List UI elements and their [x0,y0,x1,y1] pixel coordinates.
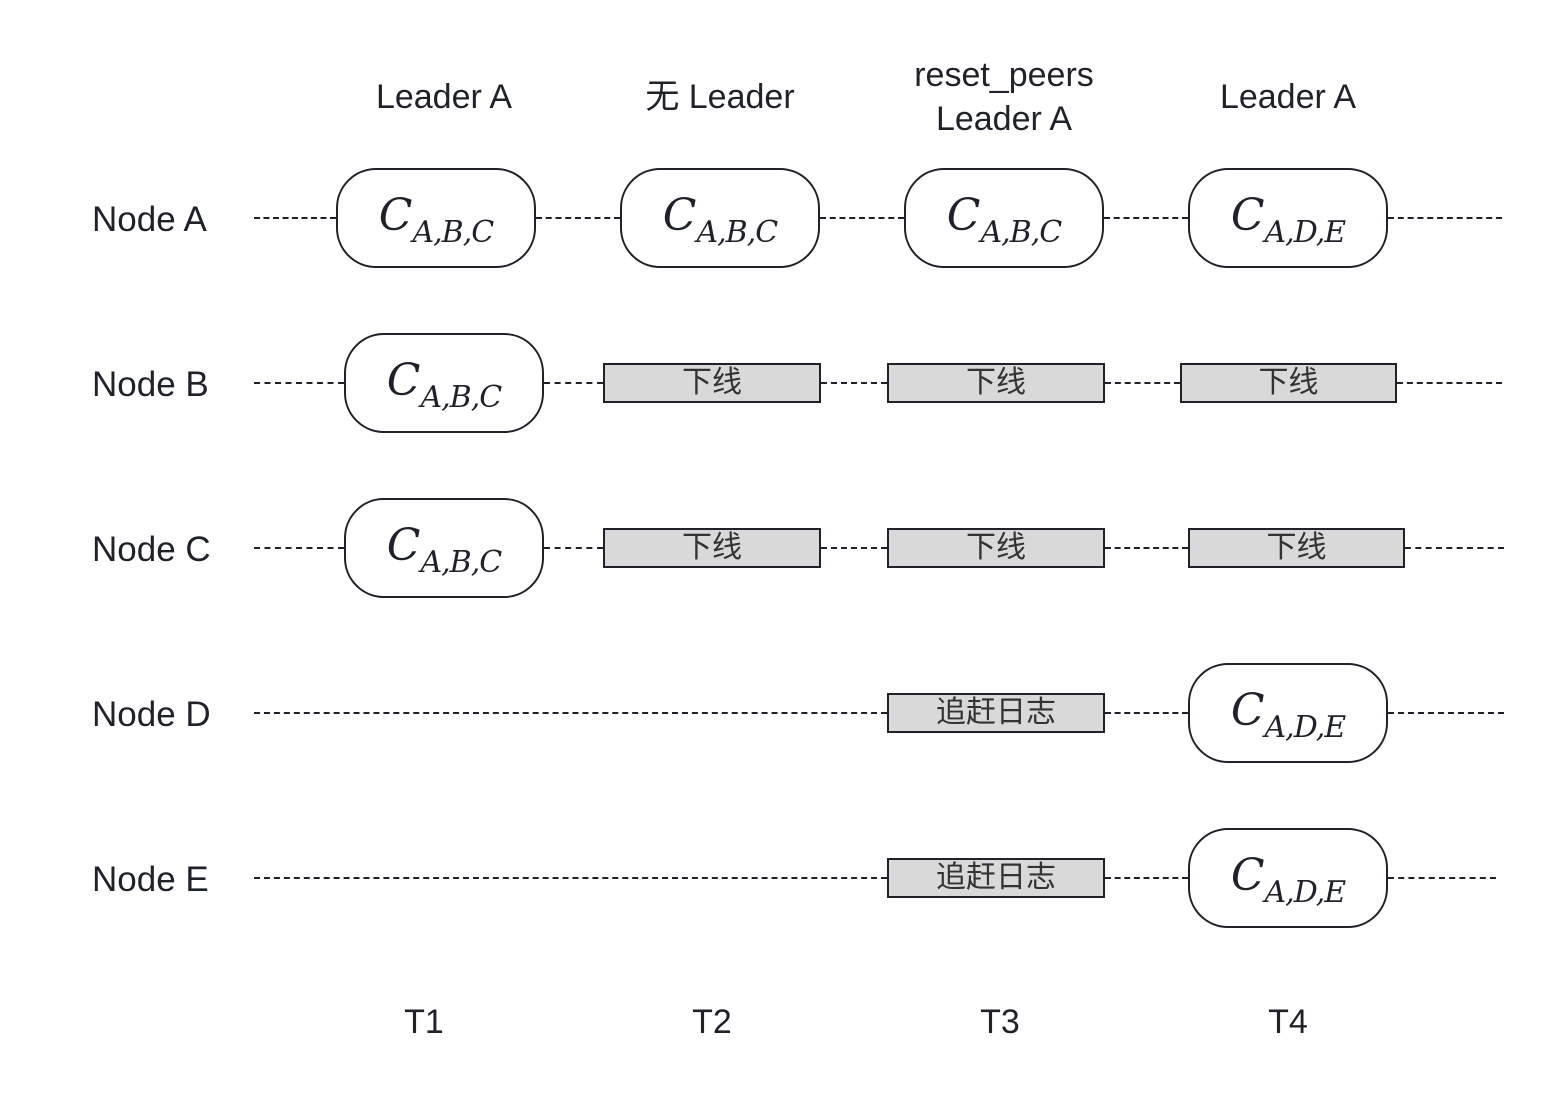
offline-state: 下线 [1188,528,1405,568]
timeline-line [1388,712,1504,714]
timeline-line [254,712,887,714]
timeline-line [1388,877,1496,879]
header-t4: Leader A [1219,78,1357,116]
time-label-t4: T4 [1268,1003,1308,1041]
timeline-line [536,217,620,219]
node-b-label: Node B [92,365,209,404]
time-label-t1: T1 [404,1003,444,1041]
timeline-line [1405,547,1504,549]
offline-state: 下线 [1180,363,1397,403]
timeline-line [1105,877,1188,879]
node-e-label: Node E [92,860,209,899]
config-box-new: CA,D,E [1188,168,1388,268]
offline-state: 下线 [603,363,821,403]
timeline-line [1105,382,1180,384]
time-label-t2: T2 [692,1003,732,1041]
config-box-new: CA,D,E [1188,663,1388,763]
time-label-t3: T3 [980,1003,1020,1041]
catchup-state: 追赶日志 [887,858,1105,898]
header-t2: 无 Leader [645,78,795,116]
config-box-old: CA,B,C [904,168,1104,268]
config-box-old: CA,B,C [336,168,536,268]
timeline-line [1388,217,1502,219]
catchup-state: 追赶日志 [887,693,1105,733]
config-box-old: CA,B,C [344,498,544,598]
offline-state: 下线 [887,528,1105,568]
timeline-line [1104,217,1188,219]
config-box-new: CA,D,E [1188,828,1388,928]
timeline-line [544,382,603,384]
timeline-line [1105,547,1188,549]
offline-state: 下线 [603,528,821,568]
config-box-old: CA,B,C [344,333,544,433]
config-box-old: CA,B,C [620,168,820,268]
timeline-line [821,382,887,384]
timeline-line [1397,382,1502,384]
header-t1: Leader A [375,78,513,116]
node-d-label: Node D [92,695,211,734]
timeline-line [544,547,603,549]
header-t3: reset_peers Leader A [914,56,1094,138]
timeline-line [1105,712,1188,714]
timeline-line [254,217,336,219]
timeline-line [254,382,344,384]
timeline-line [254,877,887,879]
timeline-line [820,217,904,219]
node-c-label: Node C [92,530,211,569]
timeline-line [254,547,344,549]
timeline-line [821,547,887,549]
offline-state: 下线 [887,363,1105,403]
node-a-label: Node A [92,200,207,239]
